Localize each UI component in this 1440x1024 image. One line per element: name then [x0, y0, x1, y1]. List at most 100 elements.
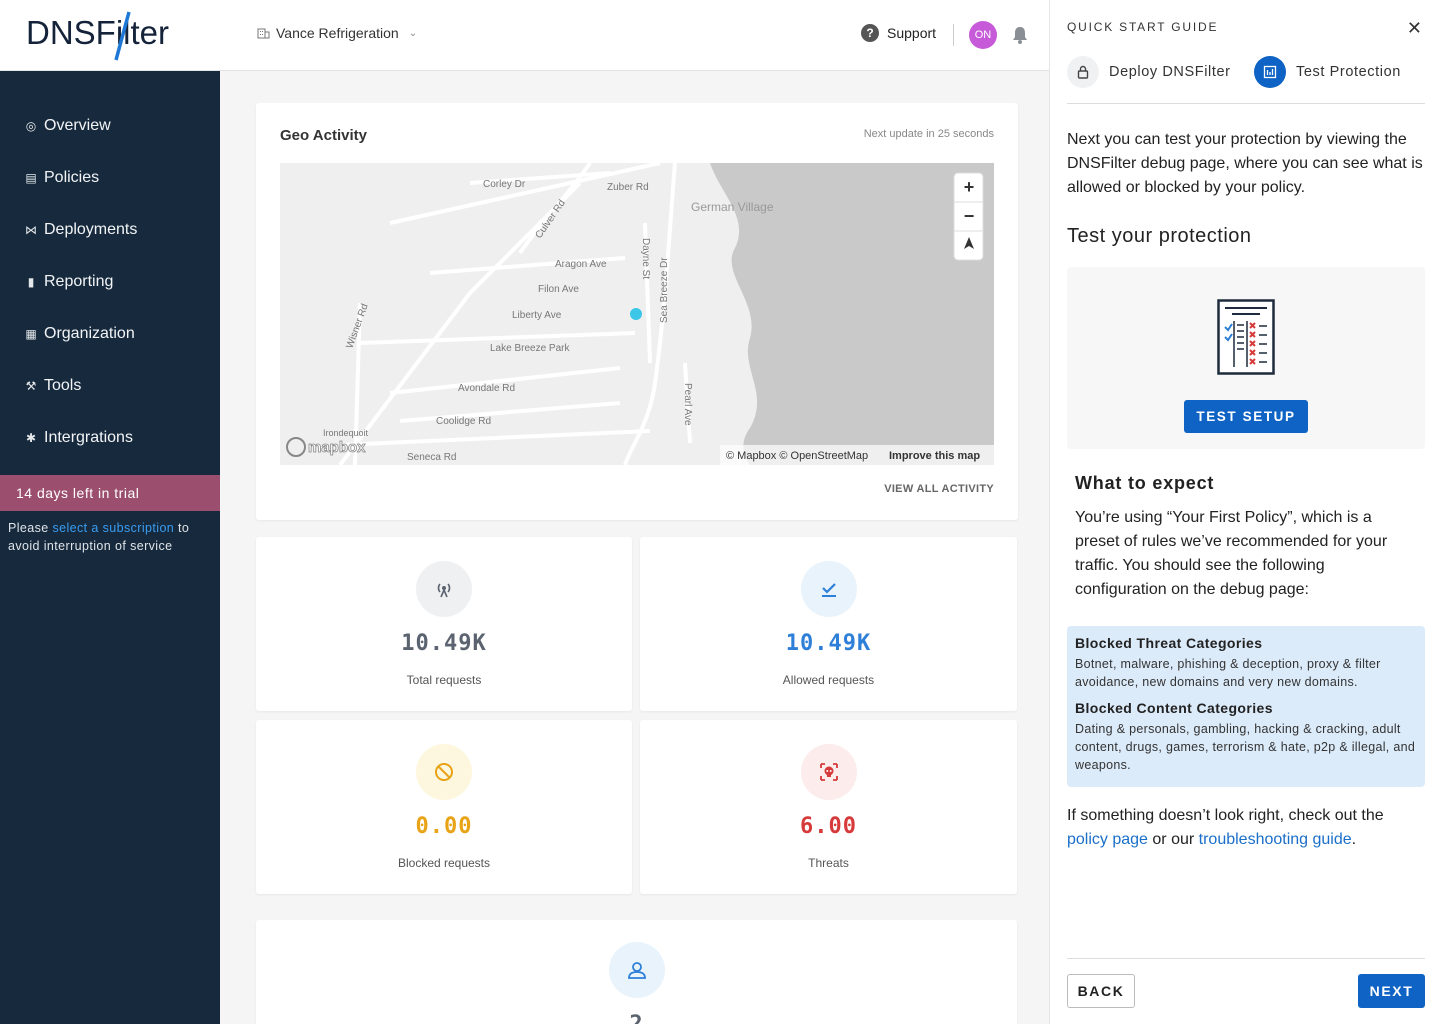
mapbox-logo[interactable]: mapbox — [286, 437, 367, 457]
wrench-icon: ⚒ — [25, 379, 37, 393]
map-label: Dayne St — [640, 238, 651, 279]
view-all-activity-link[interactable]: VIEW ALL ACTIVITY — [884, 483, 994, 495]
threat-categories-text: Botnet, malware, phishing & deception, p… — [1075, 657, 1381, 689]
policy-page-link[interactable]: policy page — [1067, 831, 1148, 848]
user-icon — [608, 942, 665, 998]
select-subscription-link[interactable]: select a subscription — [52, 521, 175, 535]
step-divider — [1067, 103, 1425, 104]
map-label: Liberty Ave — [512, 310, 562, 321]
sidebar-item-label: Intergrations — [44, 429, 133, 446]
stat-label: Threats — [808, 856, 849, 870]
trial-note: Please select a subscription to avoid in… — [8, 519, 218, 555]
zoom-in-icon[interactable]: + — [964, 177, 975, 197]
quick-start-panel: QUICK START GUIDE ✕ Deploy DNSFilter Tes… — [1049, 0, 1440, 1024]
step-deploy[interactable]: Deploy DNSFilter — [1067, 56, 1231, 88]
report-icon — [1254, 56, 1286, 88]
stat-value: 2 — [256, 1012, 1017, 1024]
map-label: Sea Breeze Dr — [659, 257, 670, 323]
test-setup-button[interactable]: TEST SETUP — [1184, 400, 1308, 433]
activity-marker[interactable] — [630, 308, 642, 320]
threats-card[interactable]: 6.00 Threats — [640, 720, 1017, 894]
geo-activity-card: Geo Activity Next update in 25 seconds — [256, 103, 1018, 520]
dnsfilter-logo[interactable]: DNSFilter — [26, 8, 231, 64]
sidebar: ◎ Overview ▤ Policies ⋈ Deployments ▮ Re… — [0, 71, 220, 1024]
expect-text: You’re using “Your First Policy”, which … — [1075, 509, 1388, 598]
users-card[interactable]: 2 — [256, 920, 1017, 1024]
step-label: Deploy DNSFilter — [1109, 64, 1231, 80]
header-divider — [953, 24, 954, 46]
content-categories-text: Dating & personals, gambling, hacking & … — [1075, 722, 1416, 772]
map-label: Avondale Rd — [458, 383, 515, 394]
next-update-text: Next update in 25 seconds — [863, 128, 994, 140]
categories-box: Blocked Threat Categories Botnet, malwar… — [1067, 626, 1425, 787]
blocked-requests-card[interactable]: 0.00 Blocked requests — [256, 720, 632, 894]
troubleshooting-guide-link[interactable]: troubleshooting guide — [1198, 831, 1352, 848]
map-label: Irondequoit — [323, 428, 369, 438]
lake-water — [710, 163, 994, 465]
footer-divider — [1067, 958, 1425, 959]
org-switcher[interactable]: Vance Refrigeration ⌄ — [257, 25, 417, 41]
sidebar-item-label: Policies — [44, 169, 100, 186]
stat-value: 10.49K — [785, 631, 872, 656]
svg-text:mapbox: mapbox — [308, 439, 366, 456]
step-label: Test Protection — [1296, 64, 1401, 80]
quick-start-title: QUICK START GUIDE — [1067, 20, 1219, 34]
sidebar-item-integrations[interactable]: ✱ Intergrations — [24, 429, 133, 447]
compass-icon[interactable] — [964, 237, 974, 249]
geo-map[interactable]: Corley Dr Zuber Rd Culver Rd German Vill… — [280, 163, 994, 465]
map-label: Coolidge Rd — [436, 416, 491, 427]
road-network — [338, 163, 692, 465]
sidebar-item-label: Reporting — [44, 273, 114, 290]
sidebar-item-label: Deployments — [44, 221, 138, 238]
total-requests-card[interactable]: 10.49K Total requests — [256, 537, 632, 711]
zoom-out-icon[interactable]: − — [964, 206, 975, 226]
map-label: Lake Breeze Park — [490, 343, 570, 354]
intro-text: Next you can test your protection by vie… — [1067, 131, 1423, 196]
sidebar-item-overview[interactable]: ◎ Overview — [24, 117, 111, 135]
building-icon — [257, 28, 270, 39]
chevron-down-icon: ⌄ — [408, 27, 418, 39]
sidebar-item-deployments[interactable]: ⋈ Deployments — [24, 221, 137, 239]
reporting-icon: ▮ — [27, 275, 35, 289]
blocked-icon — [416, 744, 472, 800]
test-setup-box: TEST SETUP — [1067, 267, 1425, 449]
allowed-requests-card[interactable]: 10.49K Allowed requests — [640, 537, 1017, 711]
help-text-part: . — [1351, 831, 1357, 848]
next-button[interactable]: NEXT — [1358, 974, 1425, 1008]
help-text: If something doesn’t look right, check o… — [1067, 804, 1427, 852]
sidebar-item-policies[interactable]: ▤ Policies — [24, 169, 99, 187]
sidebar-item-label: Tools — [44, 377, 82, 394]
help-text-part: If something doesn’t look right, check o… — [1067, 807, 1384, 824]
zoom-controls[interactable]: + − — [953, 172, 984, 261]
map-label: Zuber Rd — [607, 182, 649, 193]
geo-activity-title: Geo Activity — [280, 127, 367, 144]
avatar[interactable]: ON — [969, 21, 997, 49]
map-canvas[interactable]: Corley Dr Zuber Rd Culver Rd German Vill… — [280, 163, 994, 465]
trial-note-text: Please — [8, 521, 53, 535]
threat-categories-heading: Blocked Threat Categories — [1075, 635, 1263, 651]
support-link[interactable]: ? Support — [861, 24, 936, 42]
map-label: Filon Ave — [538, 284, 579, 295]
map-label: Pearl Ave — [682, 383, 693, 426]
sidebar-item-label: Overview — [44, 117, 111, 134]
bell-icon[interactable] — [1011, 25, 1029, 45]
sidebar-item-organization[interactable]: ▦ Organization — [24, 325, 134, 343]
close-icon[interactable]: ✕ — [1406, 18, 1422, 38]
step-test-protection[interactable]: Test Protection — [1254, 56, 1401, 88]
sidebar-item-tools[interactable]: ⚒ Tools — [24, 377, 82, 395]
improve-map-link[interactable]: Improve this map — [889, 450, 980, 462]
stat-label: Blocked requests — [397, 856, 491, 870]
back-button[interactable]: BACK — [1067, 974, 1135, 1008]
map-attribution[interactable]: © Mapbox © OpenStreetMap — [726, 450, 868, 462]
stat-label: Allowed requests — [782, 673, 875, 687]
help-icon: ? — [861, 24, 879, 42]
trial-note-text: to avoid interruption of service — [8, 521, 190, 553]
trial-banner: 14 days left in trial — [0, 475, 220, 511]
globe-icon: ◎ — [25, 119, 37, 133]
sidebar-item-reporting[interactable]: ▮ Reporting — [24, 273, 114, 291]
org-name: Vance Refrigeration — [276, 25, 399, 41]
antenna-icon — [416, 561, 472, 617]
lock-icon — [1067, 56, 1099, 88]
test-heading: Test your protection — [1067, 225, 1252, 247]
support-label: Support — [887, 25, 937, 41]
